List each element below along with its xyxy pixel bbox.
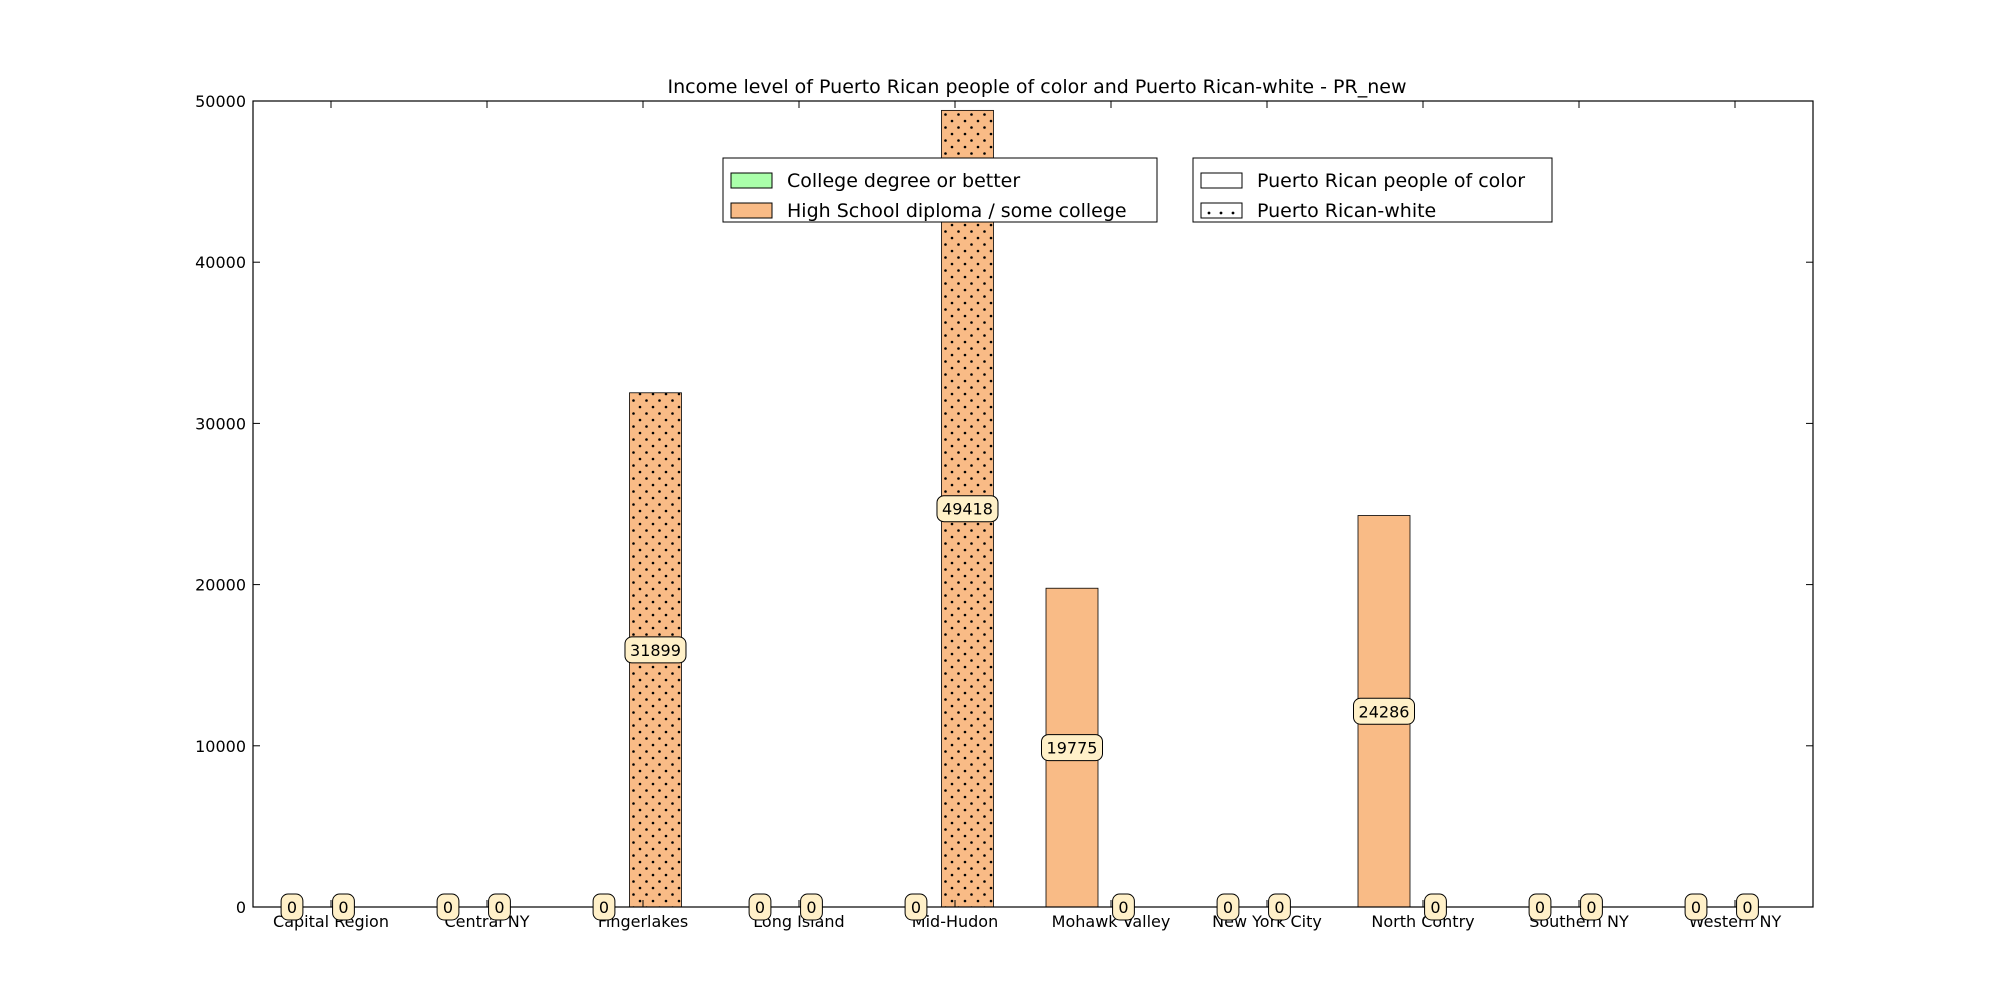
data-label: 0 [1430, 898, 1440, 917]
data-label-box [1216, 893, 1240, 921]
data-label: 0 [755, 898, 765, 917]
data-label-box [624, 636, 687, 664]
data-label-box [1353, 697, 1415, 725]
chart-title: Income level of Puerto Rican people of c… [668, 76, 1407, 98]
data-label-box [1580, 893, 1603, 921]
data-label-box [280, 893, 304, 921]
x-tick-label: New York City [1212, 912, 1322, 931]
y-tick-label: 50000 [195, 92, 246, 111]
y-tick-label: 20000 [195, 576, 246, 595]
group-legend-label: Puerto Rican-white [1257, 200, 1436, 222]
data-label: 0 [599, 898, 609, 917]
data-label: 0 [1535, 898, 1545, 917]
data-label-box [904, 893, 928, 921]
x-tick-label: Southern NY [1529, 912, 1629, 931]
education-legend-label: College degree or better [787, 170, 1020, 192]
data-label: 0 [1118, 898, 1128, 917]
education-legend-box [722, 157, 1158, 223]
data-label: 0 [806, 898, 816, 917]
bars-layer [629, 109, 1411, 908]
y-tick-label: 40000 [195, 253, 246, 272]
data-label-box [1684, 893, 1708, 921]
x-tick-label: Fingerlakes [598, 912, 688, 931]
education-legend-swatch [730, 172, 773, 189]
data-label: 0 [287, 898, 297, 917]
y-tick-label: 10000 [195, 737, 246, 756]
y-tick-label: 30000 [195, 414, 246, 433]
x-tick-label: North Contry [1371, 912, 1474, 931]
group-legend-swatch [1200, 202, 1243, 219]
data-label: 0 [443, 898, 453, 917]
data-label: 0 [494, 898, 504, 917]
group-legend-dot [1219, 211, 1223, 215]
education-legend-label: High School diploma / some college [787, 200, 1127, 222]
data-label-box [332, 893, 355, 921]
data-label-box [1112, 893, 1135, 921]
x-tick-label: Mid-Hudon [912, 912, 998, 931]
group-legend-label: Puerto Rican people of color [1257, 170, 1525, 192]
x-tick-label: Western NY [1689, 912, 1782, 931]
data-label-box [436, 893, 460, 921]
data-label: 0 [1586, 898, 1596, 917]
data-label: 31899 [630, 641, 681, 660]
legends: College degree or better High School dipl… [722, 157, 1553, 223]
group-legend-dot [1207, 211, 1211, 215]
data-label-box [592, 893, 616, 921]
data-label-box [1736, 893, 1759, 921]
data-label: 19775 [1047, 739, 1098, 758]
data-label: 0 [911, 898, 921, 917]
education-legend-swatch [730, 202, 773, 219]
data-label-box [1268, 893, 1291, 921]
data-label-box [488, 893, 511, 921]
data-label-box [1041, 734, 1103, 762]
data-label-box [800, 893, 823, 921]
data-labels: 0 0 0 0 0 19775 0 24286 0 0 0 0 31899 0 49418 0 0 0 0 0 [280, 495, 1759, 921]
data-label: 24286 [1359, 702, 1410, 721]
data-label: 0 [1274, 898, 1284, 917]
data-label: 0 [338, 898, 348, 917]
data-label-box [748, 893, 772, 921]
x-tick-label: Mohawk Valley [1052, 912, 1171, 931]
data-label: 0 [1742, 898, 1752, 917]
data-label: 49418 [942, 500, 993, 519]
y-tick-label: 0 [236, 898, 246, 917]
data-label: 0 [1691, 898, 1701, 917]
plot-frame [252, 100, 1814, 908]
group-legend-box [1192, 157, 1553, 223]
group-legend-swatch [1200, 172, 1243, 189]
data-label: 0 [1223, 898, 1233, 917]
data-label-box [1424, 893, 1447, 921]
data-label-box [1528, 893, 1552, 921]
group-legend-dot [1231, 211, 1235, 215]
data-label-box [936, 495, 999, 523]
